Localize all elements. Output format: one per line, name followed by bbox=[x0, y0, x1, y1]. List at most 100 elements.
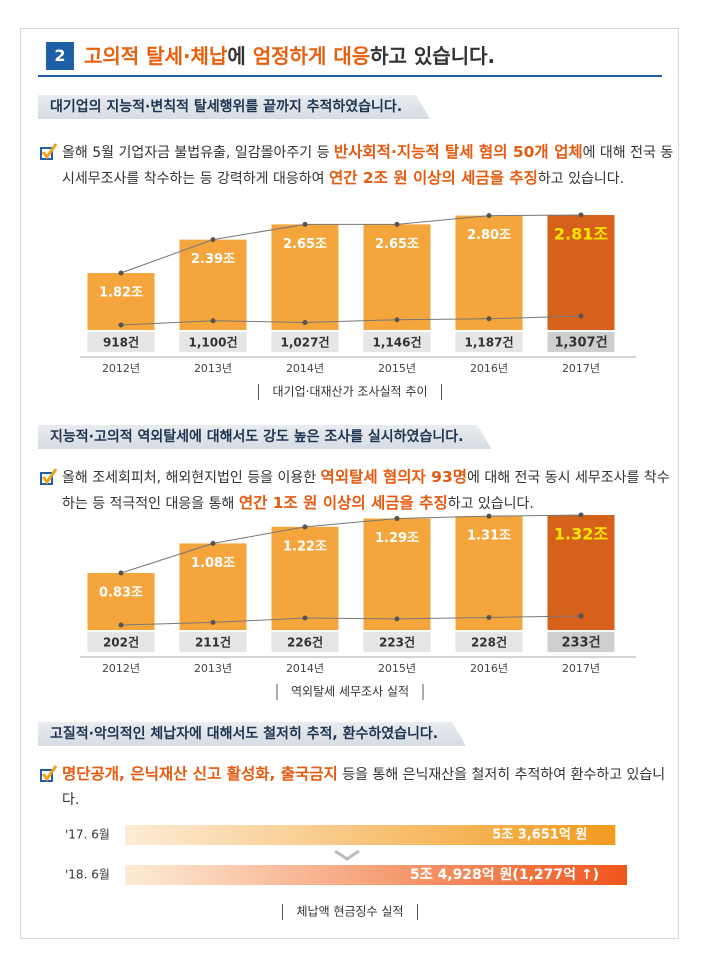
count-dot bbox=[210, 318, 216, 324]
count-label: 918건 bbox=[103, 335, 139, 350]
x-tick-label: 2017년 bbox=[562, 362, 600, 375]
body-text: 에 bbox=[227, 44, 253, 68]
count-box bbox=[547, 332, 615, 352]
bar-value-label: 1.22조 bbox=[283, 539, 327, 554]
down-chevron bbox=[334, 849, 360, 861]
chart: '17. 6월 5조 3,651억 원 '18. 6월 5조 4,928억 원(1,2… bbox=[65, 825, 627, 920]
bar bbox=[87, 573, 155, 630]
count-label: 202건 bbox=[103, 635, 139, 650]
highlight-text: 명단공개, 은닉재산 신고 활성화, 출국금지 bbox=[62, 765, 338, 783]
x-tick-label: 2012년 bbox=[102, 362, 140, 375]
count-dot bbox=[302, 319, 308, 325]
body-text: 하고 있습니다. bbox=[370, 44, 496, 68]
chart-caption: 대기업·대재산가 조사실적 추이 bbox=[273, 385, 428, 399]
amount-dot bbox=[118, 270, 124, 276]
count-box bbox=[271, 332, 339, 352]
count-dot bbox=[394, 616, 400, 622]
count-box bbox=[455, 332, 523, 352]
body-text: 하고 있습니다. bbox=[447, 496, 534, 512]
amount-dot bbox=[486, 513, 492, 519]
count-box bbox=[363, 332, 431, 352]
bar-value-label: 5조 4,928억 원(1,277억 ↑) bbox=[410, 867, 599, 883]
x-tick-label: 2012년 bbox=[102, 662, 140, 675]
count-label: 228건 bbox=[471, 635, 507, 650]
section-heading: 지능적·고의적 역외탈세에 대해서도 강도 높은 조사를 실시하였습니다. bbox=[38, 425, 491, 449]
x-tick-label: 2013년 bbox=[194, 362, 232, 375]
check-icon bbox=[40, 143, 58, 160]
bar-value-label: 2.81조 bbox=[554, 225, 608, 244]
highlight-text: 반사회적·지능적 탈세 혐의 50개 업체 bbox=[333, 143, 583, 161]
row-label: '17. 6월 bbox=[65, 828, 110, 842]
section-heading: 고질적·악의적인 체납자에 대해서도 철저히 추적, 환수하였습니다. bbox=[38, 722, 466, 746]
count-dot bbox=[578, 313, 584, 319]
x-tick-label: 2015년 bbox=[378, 662, 416, 675]
highlight-text: 역외탈세 혐의자 93명 bbox=[320, 468, 467, 486]
bar-value-label: 1.31조 bbox=[467, 529, 511, 544]
bar bbox=[179, 239, 247, 330]
count-dot bbox=[578, 613, 584, 619]
highlight-text: 엄정하게 대응 bbox=[252, 44, 371, 68]
count-label: 223건 bbox=[379, 635, 415, 650]
count-dot bbox=[486, 316, 492, 322]
amount-line bbox=[120, 214, 582, 274]
bar-value-label: 2.80조 bbox=[467, 228, 511, 243]
amount-dot bbox=[394, 516, 400, 522]
paragraph: 명단공개, 은닉재산 신고 활성화, 출국금지 등을 통해 은닉재산을 철저히 … bbox=[62, 762, 674, 813]
amount-dot bbox=[210, 237, 216, 243]
page-title: 고의적 탈세·체납에 엄정하게 대응하고 있습니다. bbox=[84, 42, 495, 70]
bar bbox=[179, 543, 247, 630]
amount-dot bbox=[578, 212, 584, 218]
bar bbox=[271, 224, 339, 330]
bar-value-label: 0.83조 bbox=[99, 586, 143, 601]
count-label: 1,146건 bbox=[373, 335, 422, 350]
bar-value-label: 1.08조 bbox=[191, 556, 235, 571]
count-dot bbox=[118, 622, 124, 628]
count-label: 1,100건 bbox=[189, 335, 238, 350]
x-tick-label: 2013년 bbox=[194, 662, 232, 675]
bar-value-label: 2.65조 bbox=[283, 237, 327, 252]
x-tick-label: 2015년 bbox=[378, 362, 416, 375]
count-dot bbox=[118, 322, 124, 328]
highlight-text: 고의적 탈세·체납 bbox=[84, 44, 228, 68]
body-text: 에 대해 전국 동시세무조사를 착수하는 등 강력하게 대응하여 bbox=[62, 145, 674, 187]
row-label: '18. 6월 bbox=[65, 868, 110, 882]
count-box bbox=[455, 632, 523, 652]
chart-caption: 체납액 현금징수 실적 bbox=[297, 905, 404, 919]
amount-line bbox=[120, 514, 582, 574]
amount-dot bbox=[394, 221, 400, 227]
bar bbox=[455, 516, 523, 630]
bar-value-label: 1.29조 bbox=[375, 531, 419, 546]
count-box bbox=[547, 632, 615, 652]
bar-value-label: 2.65조 bbox=[375, 237, 419, 252]
chart: 0.83조 202건 2012년 1.08조 211건 2013년 1.22조 226건 201… bbox=[80, 512, 636, 700]
amount-dot bbox=[486, 213, 492, 219]
count-box bbox=[271, 632, 339, 652]
count-dot bbox=[302, 615, 308, 621]
x-tick-label: 2014년 bbox=[286, 662, 324, 675]
count-dot bbox=[394, 317, 400, 323]
bar-value-label: 5조 3,651억 원 bbox=[492, 828, 587, 843]
x-tick-label: 2016년 bbox=[470, 662, 508, 675]
bar-value-label: 1.82조 bbox=[99, 286, 143, 301]
x-tick-label: 2017년 bbox=[562, 662, 600, 675]
bar bbox=[87, 273, 155, 330]
check-icon bbox=[40, 468, 58, 485]
count-label: 211건 bbox=[195, 635, 231, 650]
bar-value-label: 1.32조 bbox=[554, 525, 608, 544]
count-box bbox=[87, 632, 155, 652]
count-label: 233건 bbox=[561, 635, 600, 651]
body-text: 등을 통해 은닉재산을 철저히 추적하여 환수하고 있습니다. bbox=[62, 767, 666, 808]
chart-caption: 역외탈세 세무조사 실적 bbox=[291, 685, 409, 699]
body-text: 올해 5월 기업자금 불법유출, 일감몰아주기 등 bbox=[62, 145, 334, 161]
x-tick-label: 2016년 bbox=[470, 362, 508, 375]
highlight-text: 연간 1조 원 이상의 세금을 추징 bbox=[238, 494, 448, 512]
section-heading: 대기업의 지능적·변칙적 탈세행위를 끝까지 추적하였습니다. bbox=[38, 95, 430, 119]
bar bbox=[363, 224, 431, 330]
body-text: 올해 조세회피처, 해외현지법인 등을 이용한 bbox=[62, 470, 321, 486]
bar bbox=[547, 515, 615, 630]
count-dot bbox=[486, 614, 492, 620]
amount-dot bbox=[302, 221, 308, 227]
paragraph: 올해 조세회피처, 해외현지법인 등을 이용한 역외탈세 혐의자 93명에 대해… bbox=[62, 465, 674, 517]
highlight-text: 연간 2조 원 이상의 세금을 추징 bbox=[328, 169, 538, 187]
